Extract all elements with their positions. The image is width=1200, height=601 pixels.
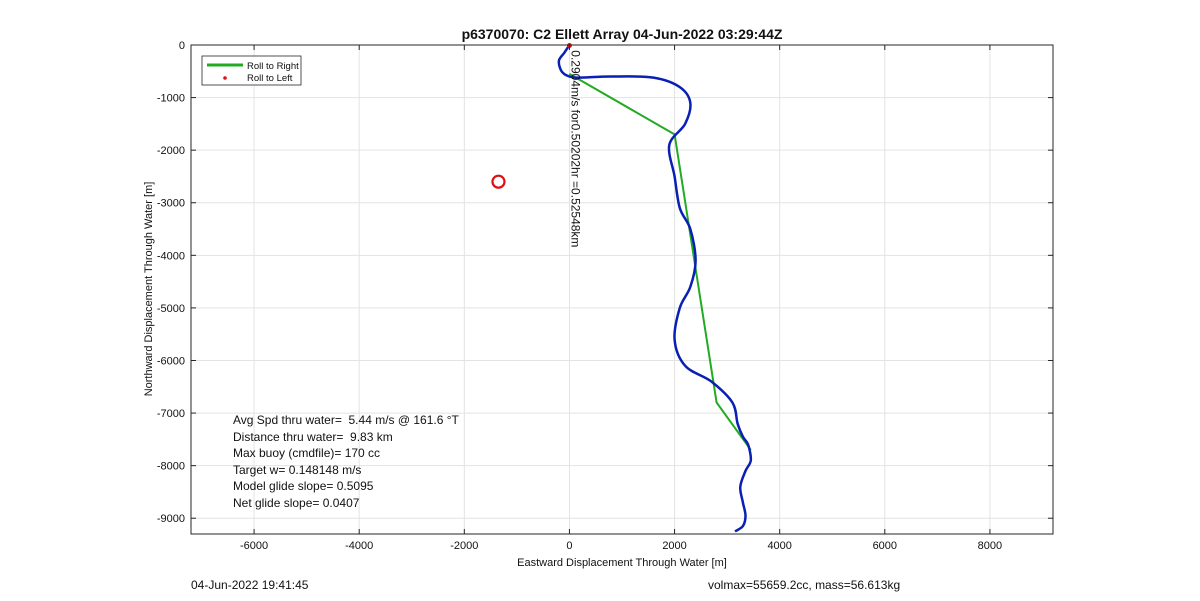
y-tick-label: -1000 xyxy=(157,93,185,105)
y-tick-label: 0 xyxy=(179,40,185,52)
stat-model-glide: Model glide slope= 0.5095 xyxy=(233,479,374,493)
x-axis-label: Eastward Displacement Through Water [m] xyxy=(517,557,727,569)
y-axis-label: Northward Displacement Through Water [m] xyxy=(143,182,155,397)
y-tick-label: -5000 xyxy=(157,303,185,315)
y-tick-label: -9000 xyxy=(157,513,185,525)
legend-roll-left-label: Roll to Left xyxy=(247,73,293,84)
y-tick-label: -3000 xyxy=(157,198,185,210)
legend-box xyxy=(201,55,302,86)
x-tick-label: 2000 xyxy=(662,540,686,552)
footer-timestamp: 04-Jun-2022 19:41:45 xyxy=(191,578,309,592)
circle-marker xyxy=(491,174,506,189)
x-tick-label: 4000 xyxy=(767,540,791,552)
stat-target-w: Target w= 0.148148 m/s xyxy=(233,462,362,477)
stat-max-buoy: Max buoy (cmdfile)= 170 cc xyxy=(233,446,381,460)
y-tick-label: -6000 xyxy=(157,355,185,367)
stat-net-glide: Net glide slope= 0.0407 xyxy=(233,495,360,510)
series-layer xyxy=(557,44,753,533)
legend: Roll to Right Roll to Left xyxy=(201,55,302,86)
stat-avg-speed: Avg Spd thru water= 5.44 m/s @ 161.6 °T xyxy=(233,413,459,427)
y-tick-label: -2000 xyxy=(157,145,185,157)
stat-distance: Distance thru water= 9.83 km xyxy=(233,429,393,444)
stats-block: Avg Spd thru water= 5.44 m/s @ 161.6 °T … xyxy=(233,412,459,511)
x-tick-label: -4000 xyxy=(345,540,373,552)
legend-roll-right-label: Roll to Right xyxy=(247,61,299,72)
axis-ticks: -6000 -4000 -2000 0 2000 4000 6000 8000 0 -1000 -2… xyxy=(157,40,1053,552)
x-tick-label: 6000 xyxy=(873,540,897,552)
plot-area-border xyxy=(190,44,1054,535)
plot-area-background xyxy=(191,45,1053,534)
annotation-layer: 0.2904m/s for0.50202hr =0.52548km xyxy=(568,50,582,247)
series-track-line xyxy=(557,44,753,533)
y-tick-label: -8000 xyxy=(157,461,185,473)
y-tick-label: -4000 xyxy=(157,250,185,262)
x-tick-label: -2000 xyxy=(450,540,478,552)
chart-title: p6370070: C2 Ellett Array 04-Jun-2022 03… xyxy=(462,26,783,42)
footer-volmax-mass: volmax=55659.2cc, mass=56.613kg xyxy=(708,578,901,592)
legend-roll-left-swatch xyxy=(223,76,227,80)
x-tick-label: -6000 xyxy=(240,540,268,552)
y-tick-label: -7000 xyxy=(157,408,185,420)
x-tick-label: 8000 xyxy=(978,540,1002,552)
x-tick-label: 0 xyxy=(566,540,572,552)
track-annotation: 0.2904m/s for0.50202hr =0.52548km xyxy=(568,50,582,247)
